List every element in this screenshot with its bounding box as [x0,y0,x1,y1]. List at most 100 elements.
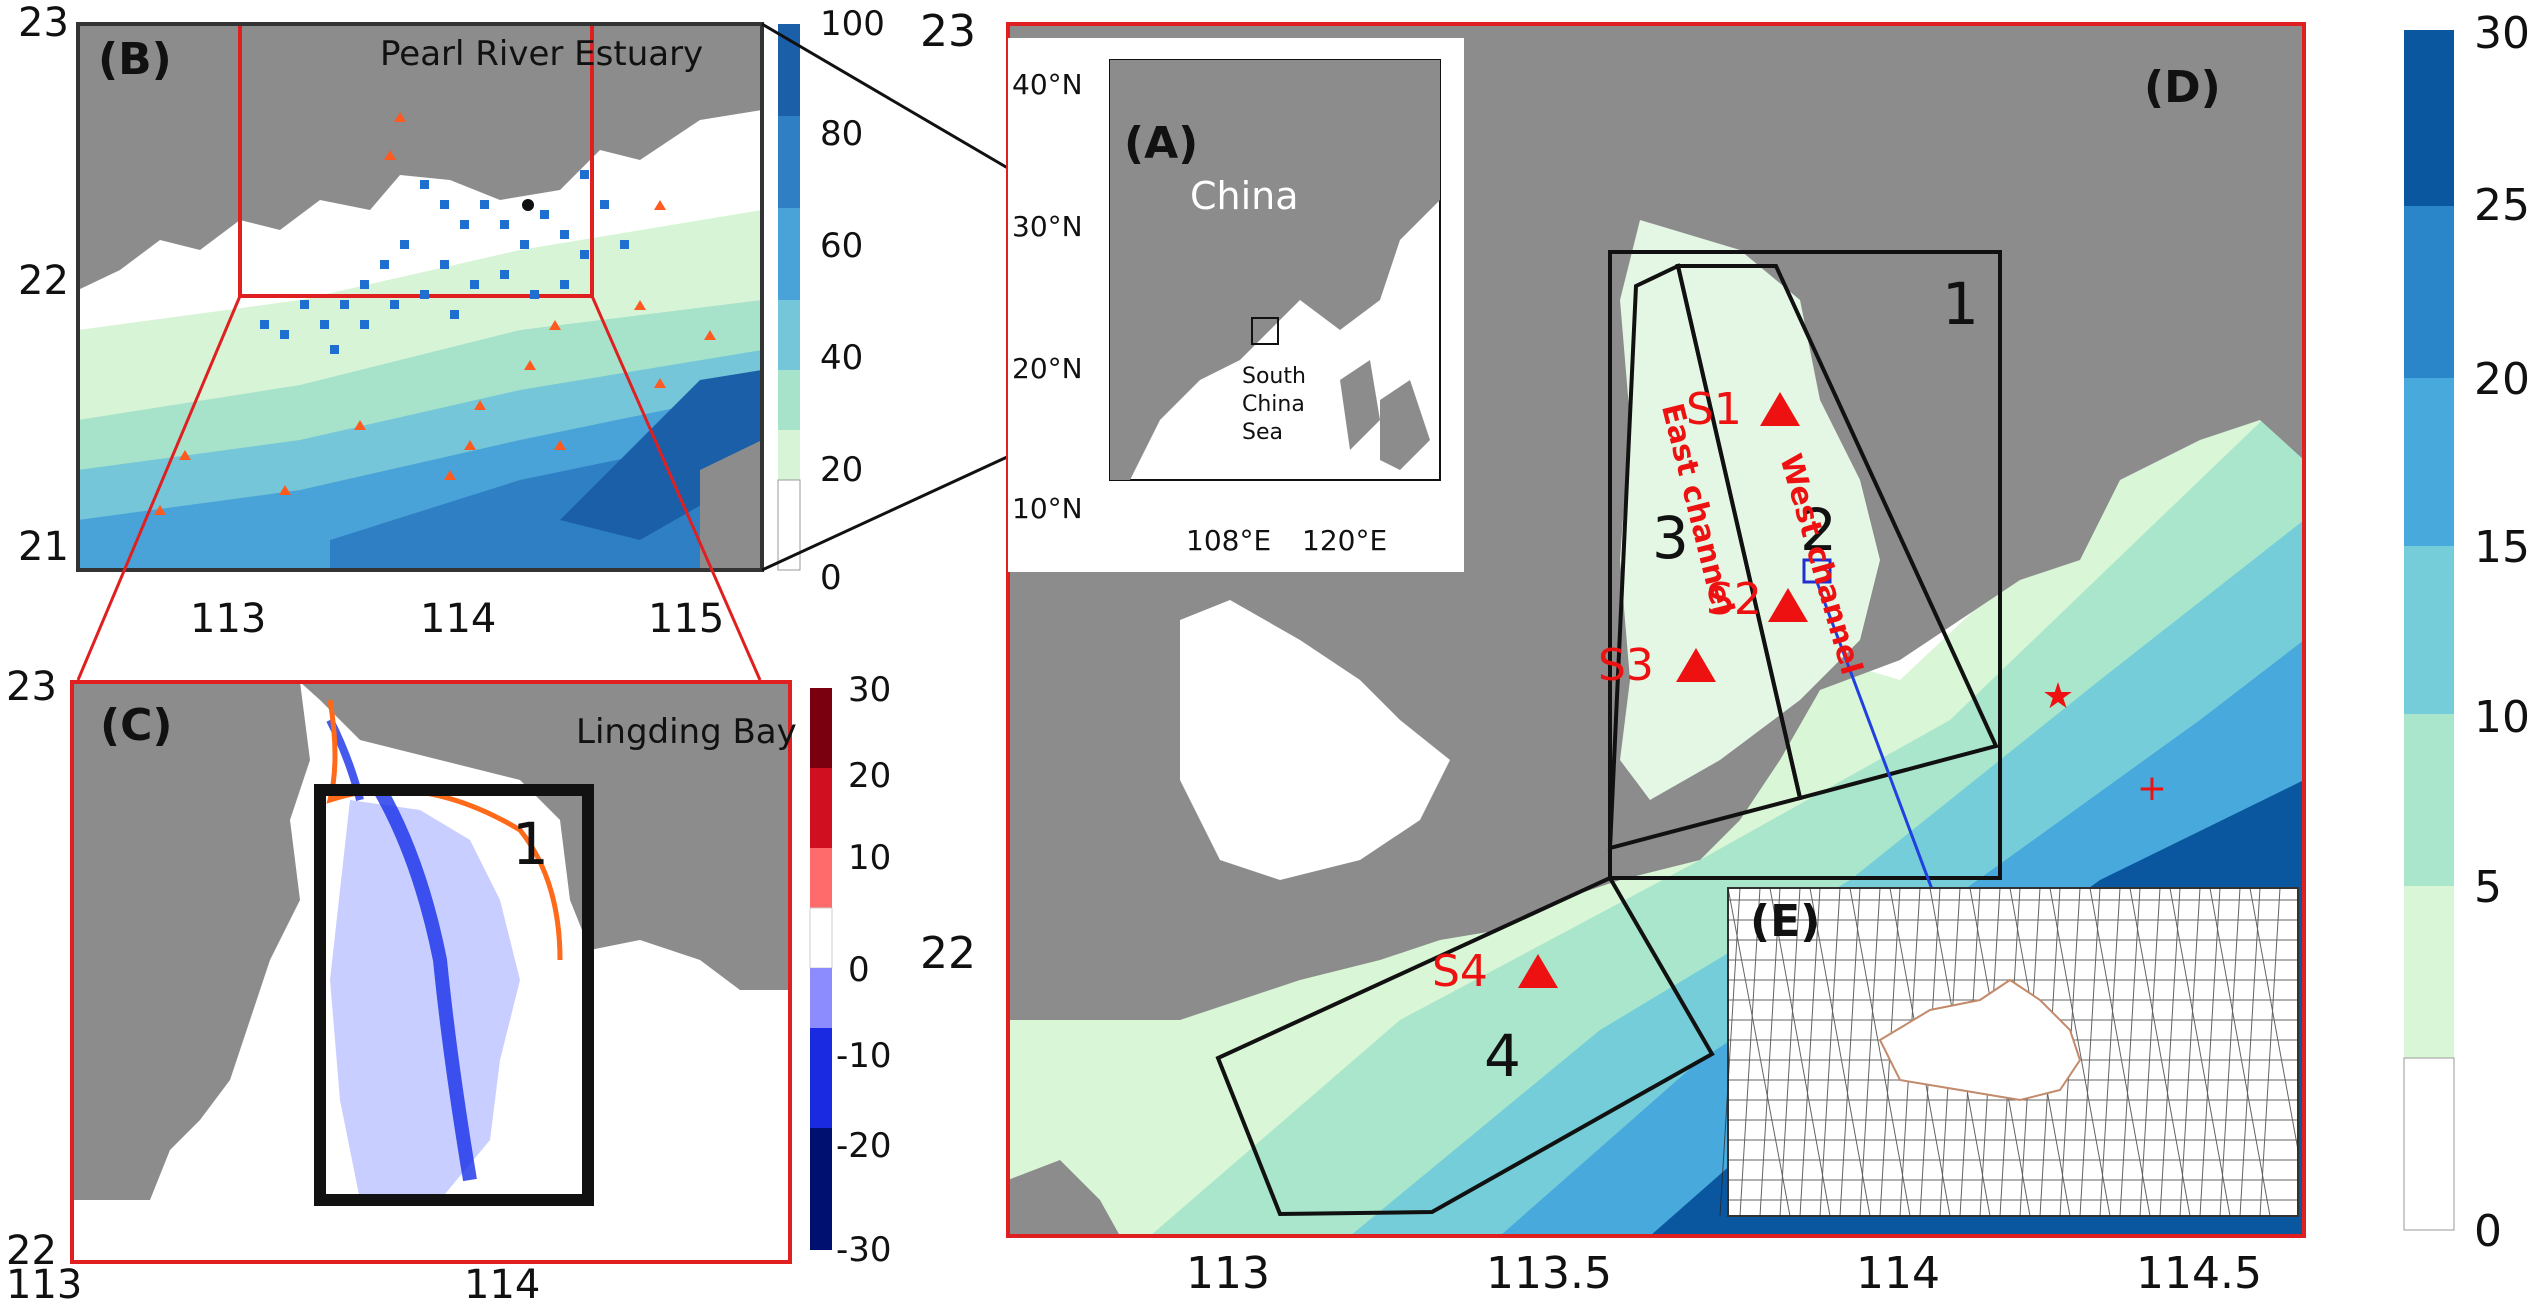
panel-d-region-4 [1215,875,1715,1217]
panel-b-xtick-114: 114 [420,596,497,642]
panel-c-title: Lingding Bay [576,712,797,752]
panel-d-cbar-30: 30 [2474,8,2530,59]
panel-a-island-2 [1380,380,1430,470]
panel-d-ytick-22: 22 [920,928,976,979]
panel-a-sea-3: Sea [1242,420,1283,445]
panel-a-ytick-10: 10°N [1012,492,1083,525]
panel-b-cbar-0: 0 [820,558,842,598]
station-s1-label: S1 [1686,384,1742,435]
panel-d-cbar-0: 0 [2474,1206,2502,1257]
transect-line [1815,581,1938,901]
panel-b-blue-stations [260,170,629,354]
panel-b-cbar-80: 80 [820,114,864,154]
panel-d-region-3-label: 3 [1652,504,1689,572]
panel-b-content [76,22,764,572]
panel-d-region-1-label: 1 [1942,270,1979,338]
panel-b-land-corner [700,440,762,570]
panel-c-channel [373,786,477,1182]
panel-c-cbar-0: 0 [848,950,870,990]
panel-c-letter: (C) [100,700,173,751]
panel-d-xtick-114: 114 [1856,1248,1940,1299]
panel-c-map [70,680,792,1264]
panel-c-xtick-114: 114 [464,1262,541,1308]
panel-a-sea-island [1340,360,1380,450]
panel-e-island [1878,978,2082,1102]
panel-b-ytick-22: 22 [18,258,69,304]
panel-c-region-1-box [314,784,594,1206]
star-marker: ★ [2042,676,2074,717]
panel-c-land-north [300,682,790,990]
panel-c-colorbar [809,688,833,1250]
panel-b-cbar-40: 40 [820,338,864,378]
panel-d-region-2-label: 2 [1800,496,1837,564]
panel-b-letter: (B) [98,34,172,85]
panel-b-orange-stations [154,112,716,515]
panel-d-ytick-23: 23 [920,6,976,57]
panel-b-cbar-20: 20 [820,450,864,490]
station-s2-label: S2 [1706,574,1762,625]
panel-d-land-south [1008,1160,1120,1236]
panel-a-locator-box [1251,317,1279,345]
station-s2-marker [1768,588,1808,622]
panel-c-cbar-10: 10 [848,838,892,878]
station-s3-marker [1676,648,1716,682]
panel-d-xtick-113: 113 [1186,1248,1270,1299]
panel-a-xtick-108: 108°E [1186,524,1272,557]
panel-d-cbar-25: 25 [2474,180,2530,231]
panel-b-xtick-115: 115 [648,596,725,642]
panel-b-title: Pearl River Estuary [380,34,704,74]
panel-c-cbar-20: 20 [848,756,892,796]
panel-a-china-land [1110,60,1440,480]
panel-b-cbar-100: 100 [820,4,885,44]
connector-b-to-c-left [76,295,242,681]
panel-d-xtick-1135: 113.5 [1486,1248,1612,1299]
panel-d-colorbar [2403,30,2455,1231]
panel-d-xtick-1145: 114.5 [2136,1248,2262,1299]
panel-c-ytick-22: 22 [6,1228,57,1274]
cross-marker: + [2137,768,2167,809]
panel-a-ytick-20: 20°N [1012,352,1083,385]
panel-a-ytick-30: 30°N [1012,210,1083,243]
station-s1-marker [1760,392,1800,426]
panel-b-ytick-21: 21 [18,524,69,570]
panel-a-sea-1: South [1242,364,1306,389]
panel-c-blue-field [330,800,520,1200]
station-s3-label: S3 [1598,640,1654,691]
panel-c-cbar-30: 30 [848,670,892,710]
station-s4-label: S4 [1432,946,1488,997]
panel-d-frame [1006,22,2306,1238]
panel-b-xtick-113: 113 [190,596,267,642]
station-s4-marker [1518,954,1558,988]
panel-d-cbar-20: 20 [2474,354,2530,405]
panel-d-river-white [1180,600,1450,880]
panel-d-region-3 [1607,263,1803,851]
panel-b-ytick-23: 23 [18,0,69,46]
panel-b-city-dot [522,199,534,211]
panel-a-ytick-40: 40°N [1012,68,1083,101]
panel-d-cbar-5: 5 [2474,862,2502,913]
panel-a-map [1008,38,1464,572]
panel-b-colorbar [777,24,801,571]
panel-d-bay-white [1620,220,1880,800]
panel-a-sea-2: China [1242,392,1305,417]
panel-d-region-1 [1608,250,2002,880]
panel-c-cbar-m30: -30 [836,1230,892,1270]
connector-b-to-c-right [590,295,762,681]
panel-c-cbar-m20: -20 [836,1126,892,1166]
panel-d-region-4-label: 4 [1484,1022,1521,1090]
panel-c-region-1: 1 [512,810,549,878]
panel-e-letter: (E) [1750,896,1821,947]
panel-d-letter: (D) [2144,62,2221,113]
panel-b-cbar-60: 60 [820,226,864,266]
panel-c-frame [70,680,792,1264]
panel-e-mesh [1719,887,2299,1217]
panel-c-land-west [72,682,310,1200]
panel-c-cbar-m10: -10 [836,1036,892,1076]
panel-a-letter: (A) [1124,118,1199,169]
panel-a-xtick-120: 120°E [1302,524,1388,557]
panel-d-cbar-15: 15 [2474,522,2530,573]
panel-c-xtick-113: 113 [6,1262,83,1308]
panel-b-frame [76,22,764,572]
panel-d-cbar-10: 10 [2474,692,2530,743]
